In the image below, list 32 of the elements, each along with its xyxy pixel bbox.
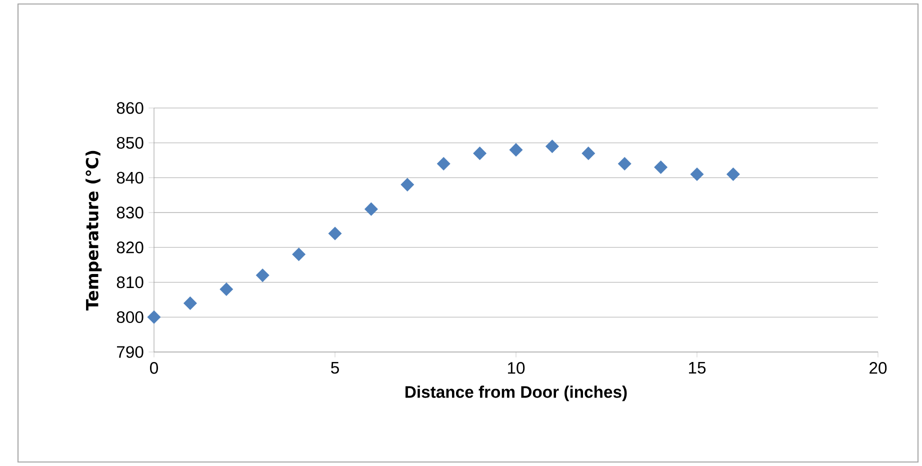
- point: [147, 310, 161, 324]
- point: [184, 296, 197, 310]
- point: [726, 168, 740, 181]
- point: [618, 157, 632, 170]
- x-tick-label: 10: [508, 362, 525, 374]
- y-tick-label: 850: [116, 136, 144, 149]
- point: [546, 140, 559, 154]
- y-tick-label: 830: [116, 206, 144, 218]
- y-tick-label: 820: [116, 242, 144, 254]
- point: [400, 178, 414, 192]
- y-axis-title: Temperature (℃): [86, 150, 102, 310]
- point: [364, 202, 378, 216]
- y-tick-label: 790: [117, 346, 144, 358]
- point: [328, 226, 342, 240]
- x-tick-label: 0: [150, 362, 158, 374]
- y-tick-label: 810: [116, 276, 144, 288]
- x-axis-title: Distance from Door (inches): [406, 386, 627, 402]
- point: [436, 157, 450, 170]
- y-tick-label: 860: [116, 102, 144, 114]
- point: [690, 168, 704, 181]
- x-tick-label: 5: [331, 362, 339, 374]
- y-tick-label: 840: [116, 172, 144, 184]
- point: [654, 160, 668, 174]
- point: [256, 268, 270, 282]
- x-tick-label: 15: [689, 362, 706, 374]
- x-tick-label: 20: [870, 362, 887, 374]
- point: [509, 143, 523, 156]
- point: [473, 146, 486, 160]
- point: [292, 248, 306, 262]
- point: [220, 282, 234, 296]
- y-tick-label: 800: [116, 311, 144, 324]
- point: [582, 146, 596, 160]
